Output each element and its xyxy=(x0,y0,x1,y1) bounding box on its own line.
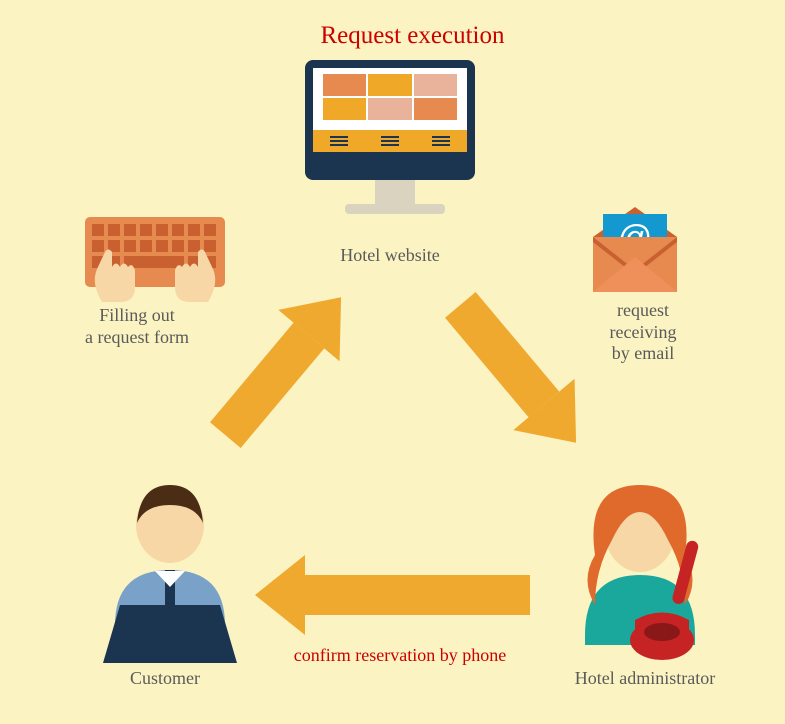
admin-label: Hotel administrator xyxy=(555,668,735,690)
keyboard-icon xyxy=(80,212,230,302)
diagram-title: Request execution xyxy=(0,22,785,50)
customer-icon xyxy=(85,475,255,665)
fill-form-label: Filling out a request form xyxy=(62,305,212,348)
diagram-canvas: Request execution Hotel w xyxy=(0,0,785,724)
admin-icon xyxy=(550,470,730,665)
email-icon: @ xyxy=(585,202,685,292)
hotel-website-icon xyxy=(305,60,485,220)
phone-label: confirm reservation by phone xyxy=(260,645,540,666)
email-label: request receiving by email xyxy=(588,300,698,365)
arrow-admin-to-customer xyxy=(250,555,540,635)
customer-label: Customer xyxy=(105,668,225,690)
hotel-website-label: Hotel website xyxy=(320,245,460,267)
